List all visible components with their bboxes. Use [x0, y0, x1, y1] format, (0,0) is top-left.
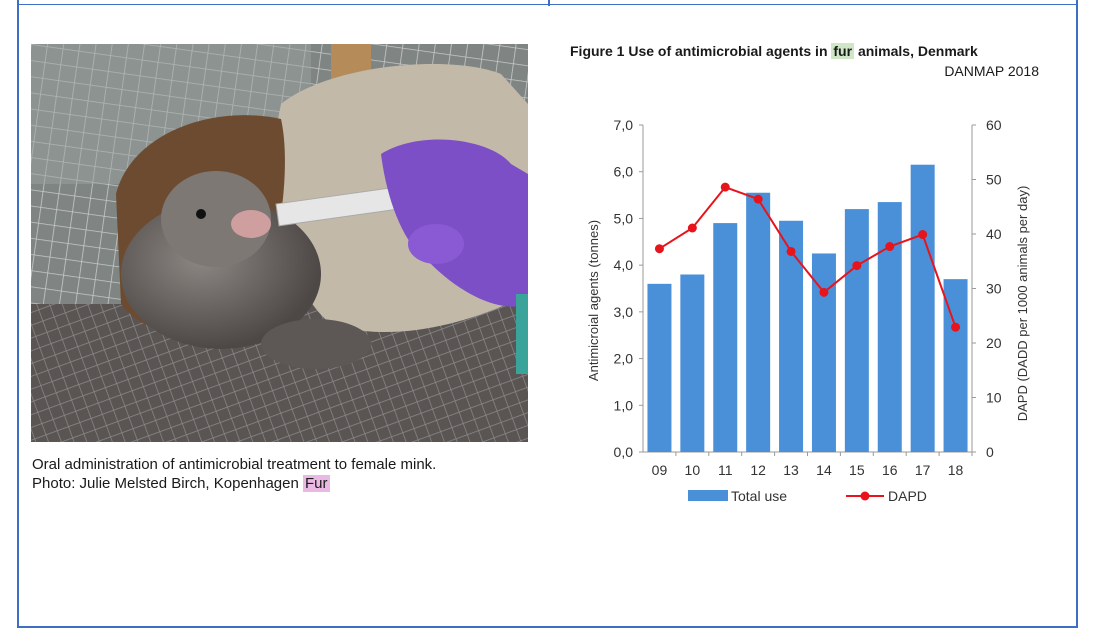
left-tick-label: 0,0	[614, 444, 634, 460]
figure-title-suffix: animals, Denmark	[854, 43, 978, 59]
right-tick-label: 50	[986, 172, 1002, 188]
bar-total-use	[746, 192, 771, 452]
bar-total-use	[844, 209, 869, 452]
right-tick-label: 10	[986, 390, 1002, 406]
x-tick-label: 17	[915, 462, 931, 478]
caption-line-1: Oral administration of antimicrobial tre…	[32, 456, 437, 473]
top-divider-line-left	[19, 4, 549, 5]
x-tick-label: 10	[685, 462, 701, 478]
x-tick-label: 12	[750, 462, 766, 478]
caption-credit: Photo: Julie Melsted Birch, Kopenhagen	[32, 475, 304, 492]
legend-label-total-use: Total use	[731, 488, 787, 504]
bar-total-use	[647, 283, 672, 452]
left-tick-label: 6,0	[614, 164, 634, 180]
content-frame	[17, 0, 1078, 628]
x-tick-label: 09	[652, 462, 668, 478]
x-tick-label: 15	[849, 462, 865, 478]
left-tick-label: 3,0	[614, 304, 634, 320]
right-axis-label: DAPD (DADD per 1000 animals per day)	[1015, 186, 1030, 422]
bar-total-use	[680, 274, 705, 452]
column-divider	[548, 0, 550, 6]
figure-title-prefix: Figure 1 Use of antimicrobial agents in	[570, 43, 832, 59]
dapd-point	[786, 246, 796, 256]
x-tick-label: 18	[948, 462, 964, 478]
dapd-point	[720, 182, 730, 192]
right-tick-label: 60	[986, 117, 1002, 133]
photo-caption: Oral administration of antimicrobial tre…	[32, 455, 436, 493]
right-tick-label: 30	[986, 281, 1002, 297]
dapd-point	[918, 230, 928, 240]
mink-photo	[31, 44, 528, 442]
legend-swatch-dapd-marker	[860, 491, 870, 501]
bar-total-use	[943, 279, 968, 452]
dapd-point	[753, 194, 763, 204]
right-tick-label: 0	[986, 444, 994, 460]
caption-line-2: Photo: Julie Melsted Birch, Kopenhagen F…	[32, 474, 436, 493]
x-tick-label: 14	[816, 462, 832, 478]
left-tick-label: 5,0	[614, 210, 634, 226]
legend-swatch-total-use	[688, 490, 728, 501]
right-tick-label: 20	[986, 335, 1002, 351]
top-divider-line-right	[550, 4, 1077, 5]
bar-total-use	[713, 223, 738, 452]
bar-total-use	[779, 220, 804, 452]
right-tick-label: 40	[986, 226, 1002, 242]
left-tick-label: 2,0	[614, 351, 634, 367]
left-tick-label: 1,0	[614, 397, 634, 413]
figure-title: Figure 1 Use of antimicrobial agents in …	[570, 43, 978, 59]
x-tick-label: 16	[882, 462, 898, 478]
dapd-point	[819, 287, 829, 297]
x-tick-label: 13	[783, 462, 799, 478]
left-tick-label: 4,0	[614, 257, 634, 273]
figure-source: DANMAP 2018	[944, 63, 1039, 79]
dapd-point	[951, 322, 961, 332]
bar-total-use	[910, 164, 935, 452]
bar-total-use	[877, 202, 902, 452]
left-axis-label: Antimicroial agents (tonnes)	[586, 220, 601, 381]
x-tick-label: 11	[718, 462, 733, 478]
caption-highlight: Fur	[303, 475, 330, 492]
legend-label-dapd: DAPD	[888, 488, 927, 504]
figure-title-highlight: fur	[831, 43, 855, 59]
dapd-point	[852, 261, 862, 271]
dapd-point	[687, 223, 697, 233]
dapd-point	[654, 244, 664, 254]
left-tick-label: 7,0	[614, 117, 634, 133]
dapd-line	[658, 185, 957, 328]
dapd-point	[885, 242, 895, 252]
